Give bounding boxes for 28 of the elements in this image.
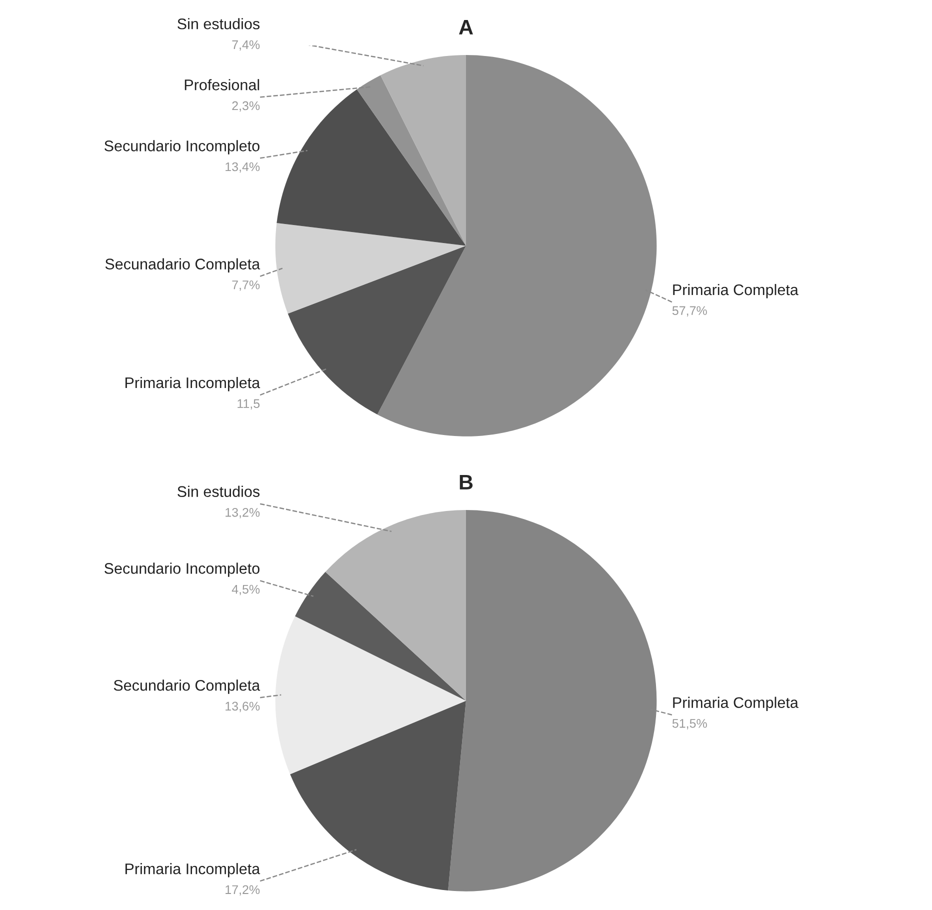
data-label: 4,5% [232,584,260,596]
data-label: 2,3% [232,101,260,112]
chart-title: B [460,475,473,490]
slice-label: Primaria Completa [673,284,798,298]
data-label: 17,2% [226,885,260,896]
pie-slice [380,55,466,246]
chart-title: A [458,20,473,34]
data-label: 57,7% [672,306,707,317]
data-label: 13,4% [226,162,260,173]
slice-label: Secundario Completa [114,680,260,694]
data-label: 7,7% [232,280,260,291]
pie-slice [275,222,466,314]
data-label: 51,5% [672,719,707,730]
slice-label: Primaria Incompleta [125,376,260,392]
data-label: 13,2% [226,508,260,518]
slice-label: Secunadario Completa [105,258,260,272]
data-label: 13,6% [226,702,260,712]
slice-label: Secundario Incompleto [104,562,260,577]
pie-slice [275,616,466,774]
pie-slice [325,510,466,701]
slice-label: Secundario Incompleto [104,140,260,154]
slice-label: Profesional [184,79,260,90]
data-label: 7,4% [232,40,260,51]
slice-label: Sin estudios [178,486,260,497]
slice-label: Primaria Completa [673,696,798,712]
data-label: 11,5 [238,399,260,410]
slice-label: Primaria Incompleta [125,863,260,878]
slice-label: Sin estudios [178,18,260,30]
